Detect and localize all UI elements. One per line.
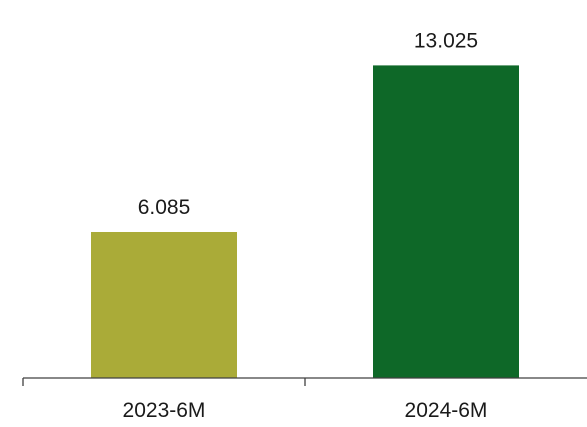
bar-2023-6m xyxy=(91,232,237,378)
x-axis: 2023-6M 2024-6M xyxy=(22,377,587,422)
x-tick-label-2024-6m: 2024-6M xyxy=(405,399,488,422)
data-label-2023-6m: 6.085 xyxy=(138,196,191,219)
data-labels-layer: 6.085 13.025 xyxy=(138,29,478,219)
bars-layer xyxy=(91,65,519,379)
x-tick-label-2023-6m: 2023-6M xyxy=(123,399,206,422)
bar-2024-6m xyxy=(373,65,519,379)
data-label-2024-6m: 13.025 xyxy=(414,29,478,52)
